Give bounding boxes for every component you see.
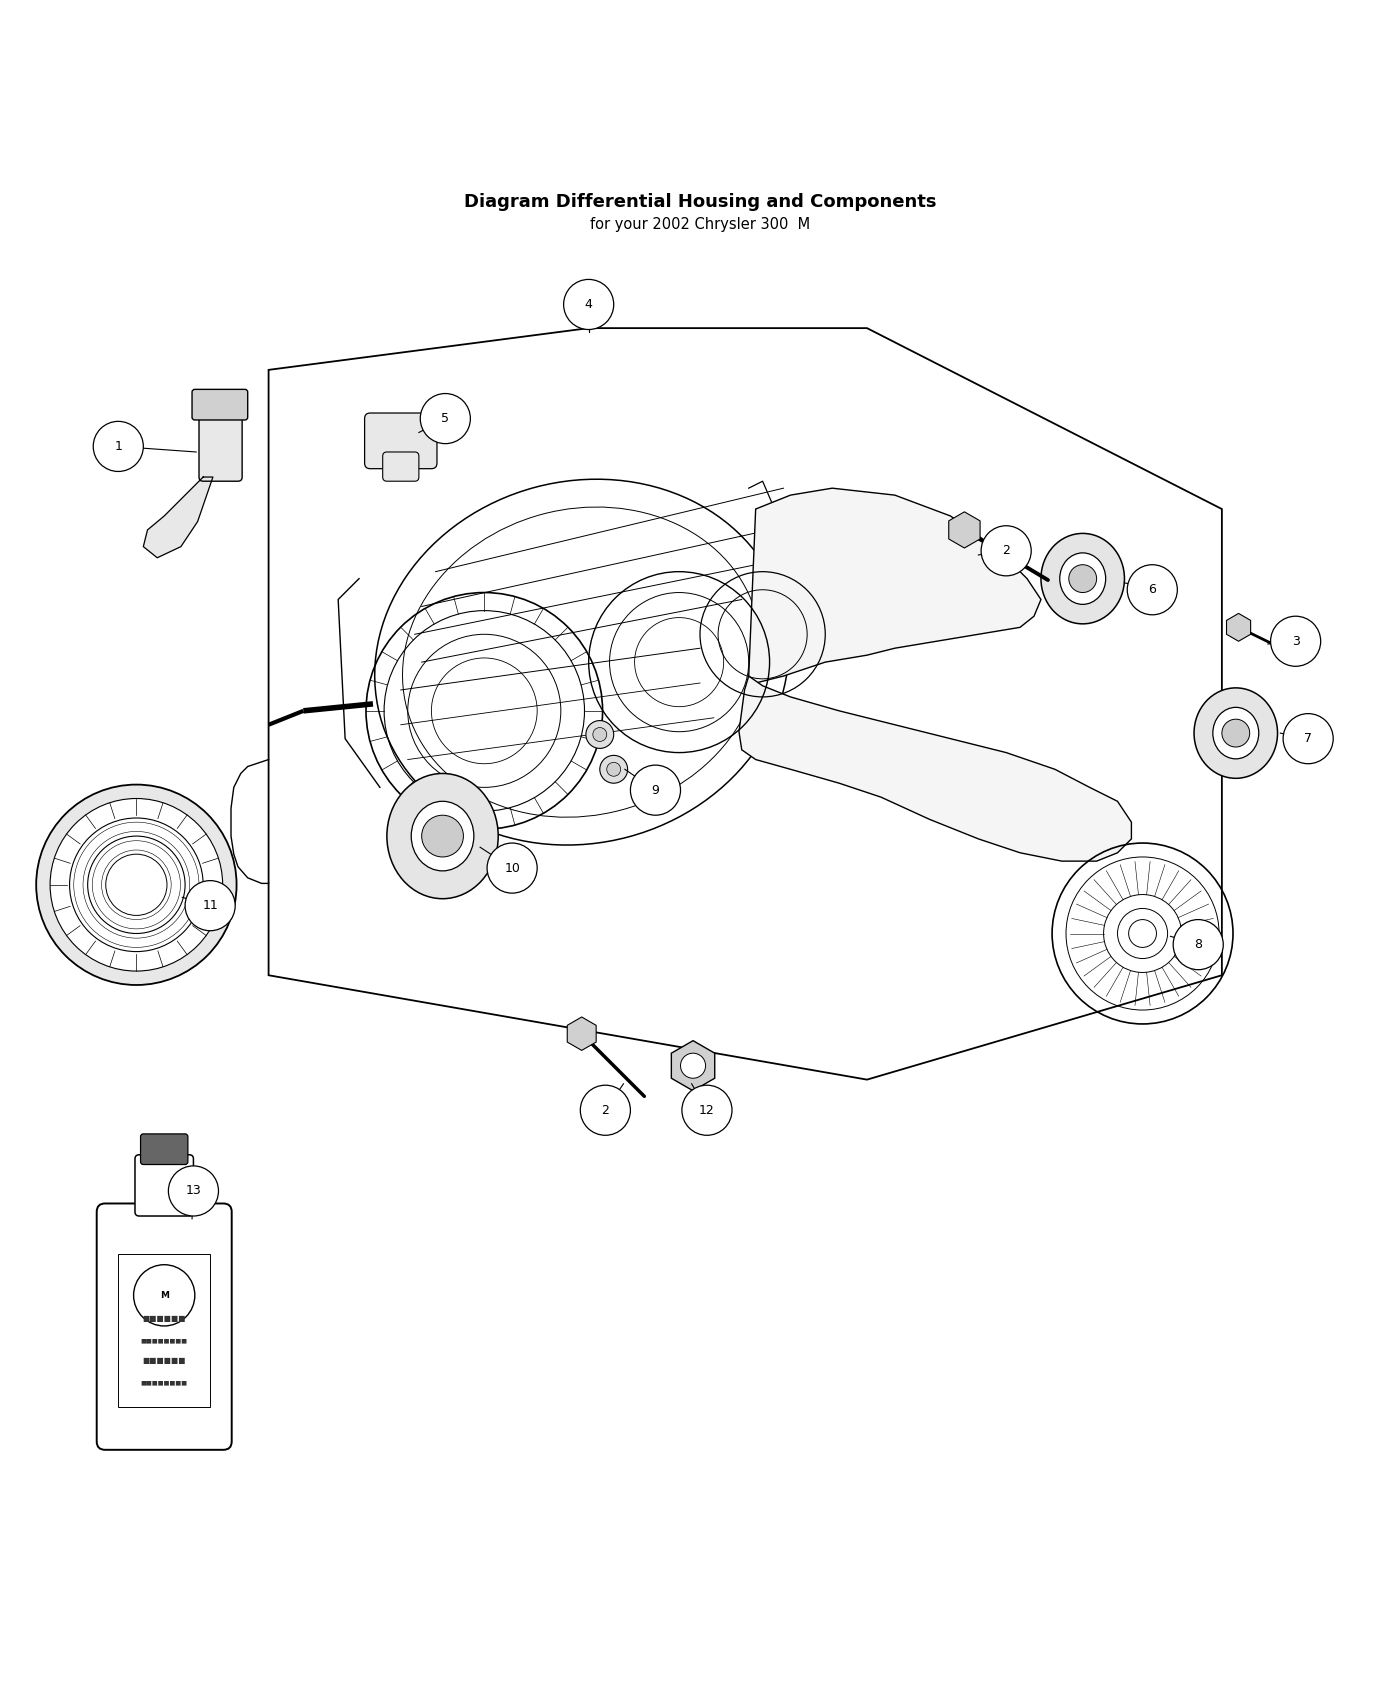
- Polygon shape: [739, 677, 1131, 862]
- Circle shape: [1222, 719, 1250, 746]
- Text: 8: 8: [1194, 938, 1203, 950]
- FancyBboxPatch shape: [134, 1154, 193, 1216]
- Ellipse shape: [386, 774, 498, 899]
- Circle shape: [1173, 920, 1224, 969]
- Text: M: M: [160, 1290, 169, 1300]
- Circle shape: [487, 843, 538, 893]
- Circle shape: [682, 1085, 732, 1136]
- Ellipse shape: [1060, 552, 1106, 605]
- FancyBboxPatch shape: [199, 406, 242, 481]
- Text: 11: 11: [202, 899, 218, 913]
- Circle shape: [1068, 564, 1096, 593]
- Circle shape: [70, 818, 203, 952]
- Circle shape: [420, 393, 470, 444]
- Circle shape: [133, 1265, 195, 1326]
- Text: ■■■■■■: ■■■■■■: [143, 1314, 186, 1324]
- Text: for your 2002 Chrysler 300  M: for your 2002 Chrysler 300 M: [589, 218, 811, 231]
- Circle shape: [168, 1166, 218, 1216]
- Polygon shape: [1226, 614, 1250, 641]
- Ellipse shape: [1042, 534, 1124, 624]
- Circle shape: [981, 525, 1032, 576]
- Circle shape: [680, 1054, 706, 1078]
- Text: 1: 1: [115, 440, 122, 452]
- Circle shape: [1271, 615, 1320, 666]
- Text: 4: 4: [585, 298, 592, 311]
- Circle shape: [421, 816, 463, 857]
- Circle shape: [106, 853, 167, 915]
- Text: 13: 13: [186, 1185, 202, 1197]
- Text: ■■■■■■■■: ■■■■■■■■: [141, 1340, 188, 1343]
- Text: 12: 12: [699, 1103, 715, 1117]
- Circle shape: [630, 765, 680, 816]
- Polygon shape: [143, 478, 213, 558]
- Text: 3: 3: [1292, 634, 1299, 648]
- Polygon shape: [567, 1017, 596, 1051]
- Circle shape: [94, 422, 143, 471]
- Circle shape: [1284, 714, 1333, 763]
- Text: 2: 2: [602, 1103, 609, 1117]
- Circle shape: [606, 762, 620, 777]
- Circle shape: [1127, 564, 1177, 615]
- Text: ■■■■■■: ■■■■■■: [143, 1357, 186, 1365]
- Circle shape: [592, 728, 606, 741]
- FancyBboxPatch shape: [118, 1253, 210, 1406]
- Ellipse shape: [412, 801, 473, 870]
- Text: 9: 9: [651, 784, 659, 797]
- FancyBboxPatch shape: [192, 389, 248, 420]
- Polygon shape: [949, 512, 980, 547]
- Text: Diagram Differential Housing and Components: Diagram Differential Housing and Compone…: [463, 194, 937, 211]
- Circle shape: [599, 755, 627, 784]
- Ellipse shape: [1194, 688, 1278, 779]
- Circle shape: [36, 785, 237, 984]
- Ellipse shape: [1212, 707, 1259, 758]
- FancyBboxPatch shape: [97, 1204, 232, 1450]
- Circle shape: [585, 721, 613, 748]
- FancyBboxPatch shape: [382, 452, 419, 481]
- Circle shape: [581, 1085, 630, 1136]
- Text: 7: 7: [1305, 733, 1312, 745]
- FancyBboxPatch shape: [140, 1134, 188, 1165]
- Circle shape: [88, 836, 185, 933]
- Text: 2: 2: [1002, 544, 1011, 558]
- Text: ■■■■■■■■: ■■■■■■■■: [141, 1380, 188, 1386]
- FancyBboxPatch shape: [364, 413, 437, 469]
- Text: 5: 5: [441, 411, 449, 425]
- Polygon shape: [749, 488, 1042, 683]
- Circle shape: [564, 279, 613, 330]
- Text: 10: 10: [504, 862, 519, 874]
- Circle shape: [50, 799, 223, 971]
- Text: 6: 6: [1148, 583, 1156, 597]
- Circle shape: [185, 881, 235, 930]
- Polygon shape: [672, 1040, 715, 1091]
